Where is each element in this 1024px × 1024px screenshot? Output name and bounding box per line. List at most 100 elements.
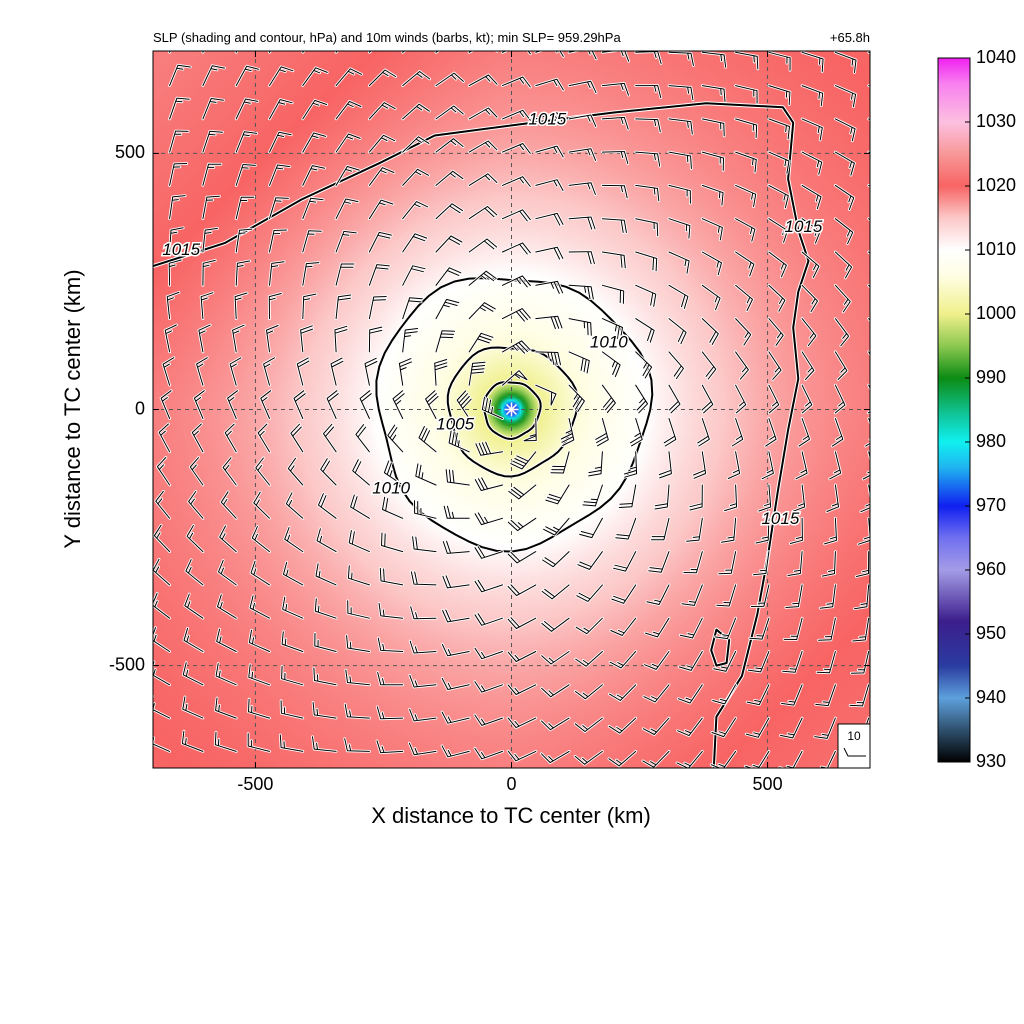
wind-barb <box>854 584 870 610</box>
wind-barb <box>181 730 204 752</box>
wind-barb <box>402 297 423 320</box>
colorbar-tick-label: 990 <box>976 367 1006 387</box>
wind-barb <box>595 418 609 447</box>
wind-barb-group <box>301 66 329 87</box>
wind-barb <box>502 109 531 121</box>
wind-barb <box>344 738 370 752</box>
wind-barb-group <box>608 683 638 702</box>
wind-barb <box>701 384 714 414</box>
wind-barb <box>510 451 537 470</box>
wind-barb <box>568 182 596 195</box>
wind-barb-group <box>786 550 804 577</box>
wind-barb-group <box>850 650 870 675</box>
wind-barb <box>251 526 270 553</box>
wind-barb-group <box>634 283 658 308</box>
wind-barb-group <box>401 135 431 154</box>
wind-barb <box>781 684 803 706</box>
wind-barb-group <box>368 68 397 87</box>
wind-barb-group <box>215 627 238 653</box>
wind-barb-group <box>345 634 371 653</box>
wind-barb <box>435 267 462 286</box>
wind-barb-group <box>351 458 371 487</box>
wind-barb-group <box>662 417 678 448</box>
wind-barb-group <box>667 51 695 67</box>
wind-barb <box>735 151 757 173</box>
wind-barb-group <box>440 677 471 691</box>
wind-barb <box>293 390 306 419</box>
wind-barb-group <box>720 516 737 544</box>
wind-barb-group <box>800 317 818 348</box>
wind-barb <box>541 584 570 600</box>
wind-barb-group <box>368 295 388 320</box>
wind-barb-group <box>767 283 787 313</box>
wind-barb-group <box>767 317 785 347</box>
wind-barb <box>381 532 404 553</box>
wind-barb <box>418 426 437 453</box>
wind-barb-group <box>789 516 804 545</box>
wind-barb <box>668 351 684 380</box>
wind-barb <box>610 617 637 636</box>
wind-barb-group <box>717 550 737 576</box>
wind-barb <box>198 324 211 353</box>
wind-barb <box>408 742 437 756</box>
wind-barb <box>282 596 304 619</box>
wind-barb-group <box>643 650 671 671</box>
colorbar-fill <box>937 57 971 763</box>
wind-barb-group <box>467 172 499 187</box>
wind-barb <box>269 99 293 120</box>
wind-barb <box>868 51 870 54</box>
wind-barb <box>507 717 537 729</box>
wind-barb <box>535 280 564 294</box>
wind-barb-group <box>375 739 405 755</box>
wind-barb-group <box>834 84 857 109</box>
wind-barb <box>269 229 287 253</box>
wind-barb <box>612 551 637 572</box>
wind-barb-group <box>867 283 870 289</box>
wind-barb-group <box>601 383 617 414</box>
wind-barb <box>668 85 694 101</box>
wind-barb <box>642 717 670 735</box>
wind-barb-group <box>601 283 626 305</box>
wind-barb-group <box>417 425 438 454</box>
wind-barb <box>678 651 703 671</box>
wind-barb-group <box>441 643 471 658</box>
wind-barb <box>782 651 803 673</box>
wind-barb <box>313 667 337 686</box>
wind-barb <box>815 684 836 707</box>
wind-barb <box>814 717 836 739</box>
wind-barb <box>502 275 531 288</box>
wind-barb-group <box>601 51 631 63</box>
wind-barb <box>834 151 855 176</box>
wind-barb-group <box>567 79 598 94</box>
wind-barb <box>402 328 419 353</box>
wind-barb <box>568 284 594 300</box>
wind-barb-group <box>334 197 360 221</box>
wind-barb-group <box>700 84 727 103</box>
wind-barb <box>575 651 603 667</box>
wind-barb-group <box>440 744 471 759</box>
wind-barb <box>601 51 630 62</box>
wind-barb <box>507 651 537 662</box>
wind-barb <box>609 684 637 701</box>
wind-barb <box>601 351 621 377</box>
wind-barb-group <box>834 250 853 280</box>
wind-barb-group <box>424 389 440 420</box>
wind-barb <box>768 318 784 346</box>
wind-barb-group <box>268 130 293 154</box>
wind-barb <box>768 218 788 243</box>
wind-barb-group <box>700 217 724 242</box>
wind-barb-group <box>181 729 205 753</box>
wind-barb-group <box>368 325 384 354</box>
wind-barb-group <box>867 150 870 155</box>
wind-barb <box>435 72 464 87</box>
colorbar-tick-label: 960 <box>976 559 1006 579</box>
wind-barb-group <box>767 150 791 175</box>
wind-barb <box>169 227 184 253</box>
contour-label: 1015 <box>162 240 200 259</box>
wind-barb <box>761 451 774 480</box>
wind-barb-group <box>730 417 745 448</box>
wind-barb <box>768 118 790 140</box>
wind-barb-group <box>780 683 804 707</box>
wind-barb <box>300 325 314 353</box>
wind-barb-group <box>401 327 419 354</box>
